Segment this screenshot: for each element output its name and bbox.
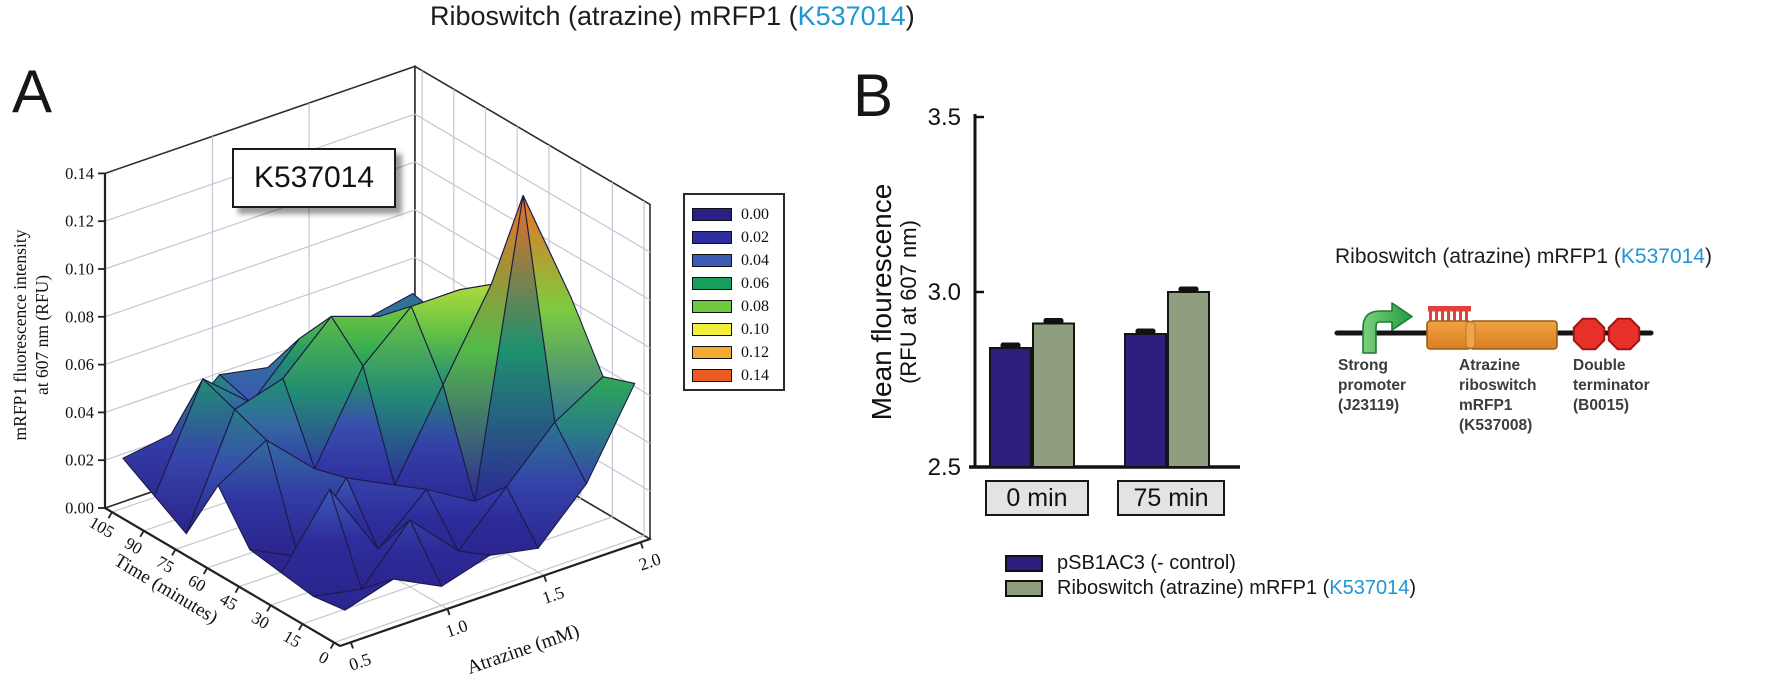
surface-legend-entry: 0.12: [692, 341, 783, 364]
surface-annotation-text: K537014: [253, 161, 375, 194]
atrazine-tick-label: 0.5: [346, 649, 373, 675]
surface-legend-value: 0.06: [741, 274, 769, 292]
atrazine-tick-label: 1.5: [540, 582, 567, 608]
bar-y-axis-title-line1: Mean flourescence: [866, 183, 897, 421]
surface-legend-value: 0.04: [741, 251, 769, 269]
surface-legend-entry: 0.14: [692, 364, 783, 387]
surface-legend-value: 0.12: [741, 343, 769, 361]
time-tick-label: 0: [315, 647, 332, 668]
bar-legend-swatch-control: [1005, 554, 1043, 572]
panel-a-label: A: [12, 58, 53, 125]
surface-legend-swatch: [692, 369, 732, 382]
z-tick-label: 0.02: [65, 451, 94, 470]
bar-y-tick-label: 3.5: [928, 104, 961, 131]
bar-0min-series1: [1032, 322, 1075, 468]
surface-legend-entry: 0.02: [692, 226, 783, 249]
surface-annotation-box: K537014: [232, 148, 396, 208]
surface-legend-swatch: [692, 300, 732, 313]
bar-y-axis-title: Mean flourescence (RFU at 607 nm): [866, 122, 927, 482]
bar-legend-label-control: pSB1AC3 (- control): [1057, 551, 1236, 574]
bar-legend-entry-control: pSB1AC3 (- control): [1005, 551, 1236, 574]
surface-color-legend: 0.00 0.02 0.04 0.06 0.08 0.10 0.12 0.14: [683, 193, 785, 391]
surface-legend-value: 0.08: [741, 297, 769, 315]
terminator-octagon-icon-1: [1572, 317, 1606, 351]
surface-legend-entry: 0.00: [692, 203, 783, 226]
z-tick-label: 0.00: [65, 499, 94, 518]
surface-legend-value: 0.14: [741, 366, 769, 384]
category-box-0min: 0 min: [985, 480, 1089, 516]
error-bar-cap: [1043, 318, 1064, 324]
surface-legend-swatch: [692, 346, 732, 359]
riboswitch-label: Atrazine riboswitch mRFP1 (K537008): [1459, 357, 1537, 434]
z-tick-label: 0.08: [65, 307, 94, 326]
bar-75min-series0: [1124, 333, 1167, 468]
terminator-octagon-icon-2: [1607, 317, 1641, 351]
category-box-75min: 75 min: [1117, 480, 1225, 516]
z-tick-label: 0.06: [65, 355, 94, 374]
category-label-75min: 75 min: [1133, 483, 1209, 512]
terminator-label: Double terminator (B0015): [1573, 357, 1650, 414]
figure-title-prefix: Riboswitch (atrazine) mRFP1 (: [430, 1, 798, 31]
surface-legend-swatch: [692, 208, 732, 221]
figure-title-suffix: ): [905, 1, 915, 31]
construct-diagram: [1334, 302, 1654, 354]
surface-legend-swatch: [692, 254, 732, 267]
surface-legend-value: 0.00: [741, 205, 769, 223]
surface-legend-value: 0.10: [741, 320, 769, 338]
atrazine-axis-title: Atrazine (mM): [464, 621, 582, 679]
promoter-arrow-icon: [1362, 302, 1413, 354]
surface-legend-entry: 0.06: [692, 272, 783, 295]
bar-y-tick-label: 3.0: [928, 279, 961, 306]
time-tick-label: 30: [248, 608, 272, 633]
riboswitch-comb-icon: [1428, 306, 1471, 325]
surface-legend-value: 0.02: [741, 228, 769, 246]
error-bar-cap: [1000, 342, 1021, 349]
z-tick-label: 0.12: [65, 212, 94, 231]
surface-legend-entry: 0.08: [692, 295, 783, 318]
bar-0min-series0: [989, 347, 1032, 468]
bar-legend-swatch-riboswitch: [1005, 579, 1043, 597]
construct-title: Riboswitch (atrazine) mRFP1 (K537014): [1335, 245, 1712, 268]
surface-mesh: [122, 194, 636, 611]
error-bar-cap: [1135, 328, 1156, 335]
panel-b-label: B: [853, 62, 894, 129]
bar-75min-series1: [1167, 291, 1210, 468]
surface-legend-entry: 0.04: [692, 249, 783, 272]
figure-title-accession: K537014: [797, 1, 906, 31]
time-tick-label: 15: [280, 627, 304, 652]
z-axis-title-line2: at 607 nm (RFU): [32, 275, 52, 395]
surface-plot-box: 0.000.020.040.060.080.100.120.1410590756…: [10, 65, 664, 679]
bar-y-tick-label: 2.5: [928, 454, 961, 481]
z-tick-label: 0.10: [65, 260, 94, 279]
bar-legend-label-riboswitch: Riboswitch (atrazine) mRFP1 (K537014): [1057, 576, 1417, 599]
category-label-0min: 0 min: [1006, 483, 1068, 512]
error-bar-cap: [1178, 286, 1199, 293]
z-axis-title-line1: mRFP1 fluorescence intensity: [10, 229, 30, 440]
atrazine-tick-label: 2.0: [636, 548, 663, 574]
atrazine-tick-label: 1.0: [443, 615, 470, 641]
riboswitch-orange-bar-icon: [1426, 320, 1558, 350]
promoter-label: Strong promoter (J23119): [1338, 357, 1407, 414]
surface-legend-entry: 0.10: [692, 318, 783, 341]
figure-title: Riboswitch (atrazine) mRFP1 (K537014): [430, 0, 915, 32]
bars: [989, 286, 1210, 468]
surface-legend-swatch: [692, 231, 732, 244]
z-tick-label: 0.14: [65, 164, 94, 183]
bar-legend-entry-riboswitch: Riboswitch (atrazine) mRFP1 (K537014): [1005, 576, 1417, 599]
bar-y-axis-title-line2: (RFU at 607 nm): [896, 220, 921, 384]
surface-legend-swatch: [692, 323, 732, 336]
surface-legend-swatch: [692, 277, 732, 290]
z-tick-label: 0.04: [65, 403, 94, 422]
bar-chart: 2.5 3.0 3.5: [928, 104, 1240, 481]
